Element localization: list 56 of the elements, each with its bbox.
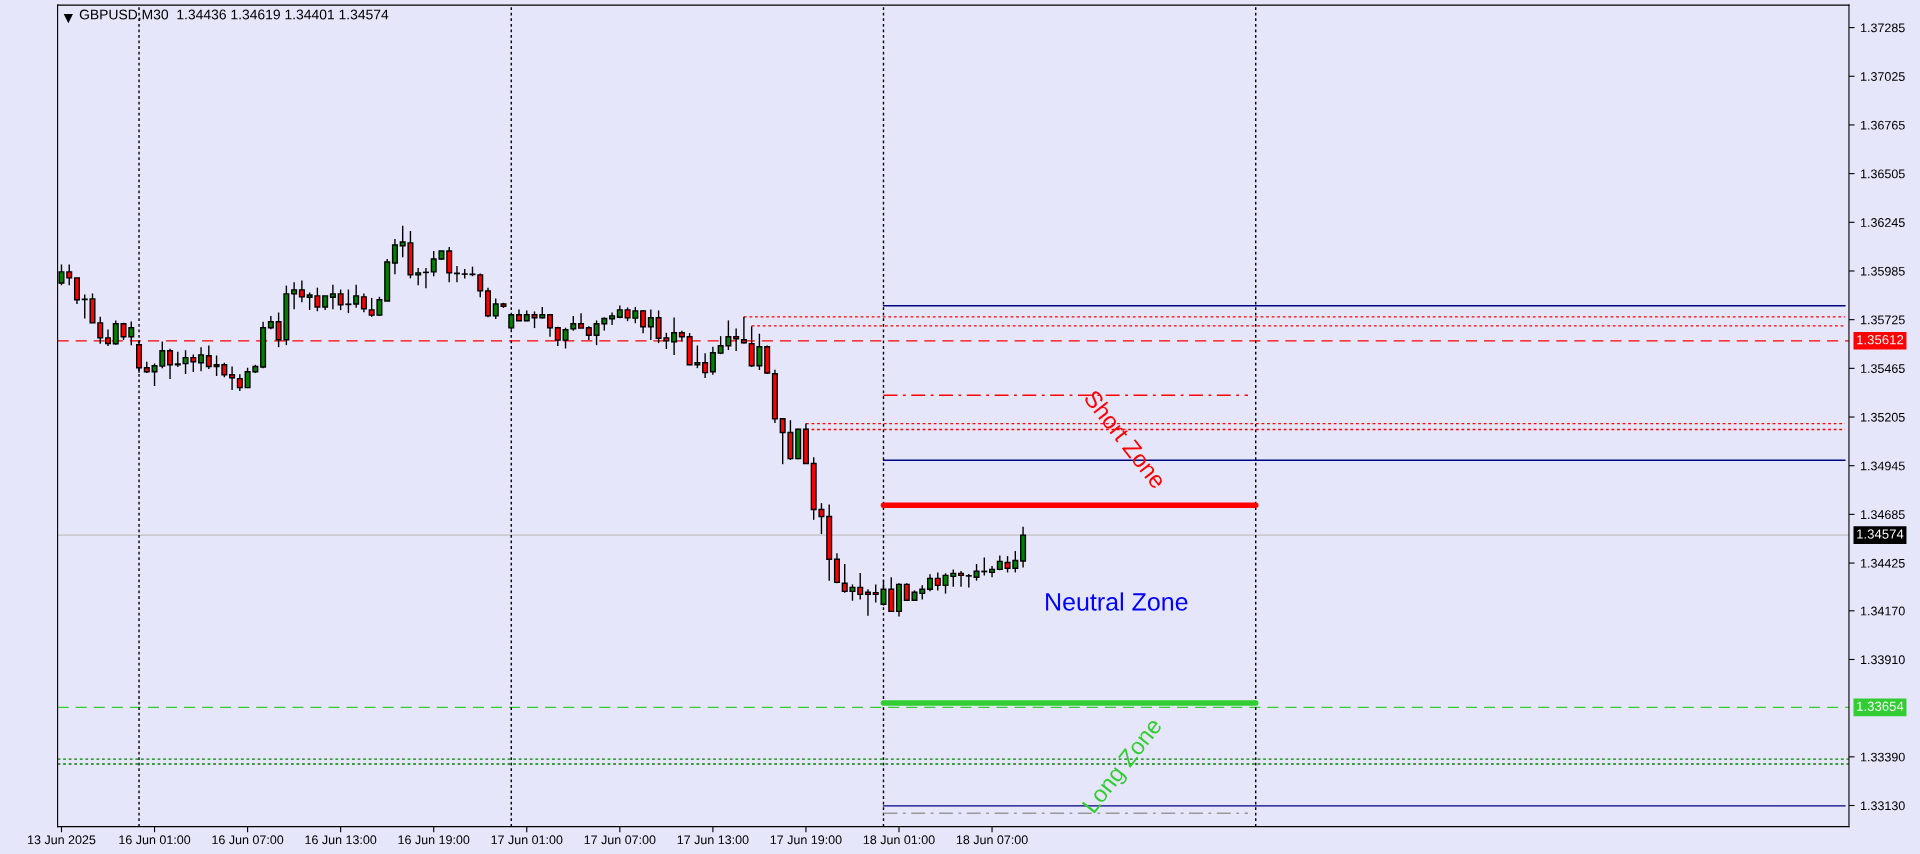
x-tick-label: 16 Jun 01:00 <box>119 835 191 845</box>
candlestick <box>833 552 840 584</box>
candlestick <box>298 279 305 303</box>
x-tick-label: 13 Jun 2025 <box>28 835 96 845</box>
candlestick <box>391 238 398 275</box>
y-tick-label: 1.36765 <box>1861 120 1905 130</box>
annotation: Neutral Zone <box>1046 592 1188 611</box>
candlestick <box>66 263 73 286</box>
y-tick-label: 1.35205 <box>1861 412 1905 422</box>
candlestick <box>353 283 360 309</box>
y-tick-label: 1.35465 <box>1861 364 1905 373</box>
x-tick-label: 17 Jun 13:00 <box>677 835 749 845</box>
candlestick <box>198 346 205 372</box>
candlestick <box>958 570 965 588</box>
y-tick-label: 1.36505 <box>1861 169 1905 179</box>
y-tick-label: 1.33390 <box>1861 752 1905 762</box>
ref-line-label: 1.34574 <box>1857 529 1904 539</box>
ref-line-label: 1.35612 <box>1857 335 1904 345</box>
candlestick <box>229 365 236 391</box>
x-tick-label: 17 Jun 19:00 <box>770 835 842 845</box>
y-tick-label: 1.34945 <box>1861 461 1905 471</box>
candlestick <box>864 588 871 617</box>
candlestick <box>547 314 554 338</box>
y-tick-label: 1.37285 <box>1861 23 1905 33</box>
x-tick-label: 17 Jun 01:00 <box>491 835 563 845</box>
y-tick-label: 1.36245 <box>1861 218 1905 227</box>
y-tick-label: 1.35725 <box>1861 315 1905 325</box>
y-tick-label: 1.34170 <box>1861 606 1905 616</box>
x-tick-label: 16 Jun 07:00 <box>212 835 284 845</box>
x-tick-label: 18 Jun 07:00 <box>956 835 1028 845</box>
y-tick-label: 1.34685 <box>1861 510 1905 520</box>
chart-title: GBPUSD,M30 1.34436 1.34619 1.34401 1.34574 <box>79 9 389 22</box>
x-tick-label: 18 Jun 01:00 <box>863 835 935 845</box>
candlestick <box>702 352 709 379</box>
y-tick-label: 1.34425 <box>1861 558 1905 568</box>
x-tick-label: 17 Jun 07:00 <box>584 835 656 845</box>
y-tick-label: 1.33910 <box>1861 655 1905 665</box>
x-tick-label: 16 Jun 19:00 <box>398 835 470 845</box>
candlestick <box>671 316 678 356</box>
candlestick <box>609 311 616 326</box>
y-tick-label: 1.35985 <box>1861 266 1905 276</box>
candlestick <box>857 572 864 601</box>
candlestick <box>329 283 336 310</box>
candlestick <box>205 344 212 370</box>
candlestick <box>291 281 298 310</box>
candlestick <box>167 347 174 380</box>
candlestick <box>709 346 716 376</box>
y-tick-label: 1.37025 <box>1861 72 1905 81</box>
candlestick <box>578 312 585 329</box>
candlestick <box>647 308 654 341</box>
candlestick <box>73 277 81 305</box>
y-tick-label: 1.33130 <box>1861 801 1905 811</box>
x-tick-label: 16 Jun 13:00 <box>305 835 377 845</box>
ref-line-label: 1.33654 <box>1857 701 1904 711</box>
candlestick <box>360 292 367 313</box>
candlestick <box>446 246 453 283</box>
